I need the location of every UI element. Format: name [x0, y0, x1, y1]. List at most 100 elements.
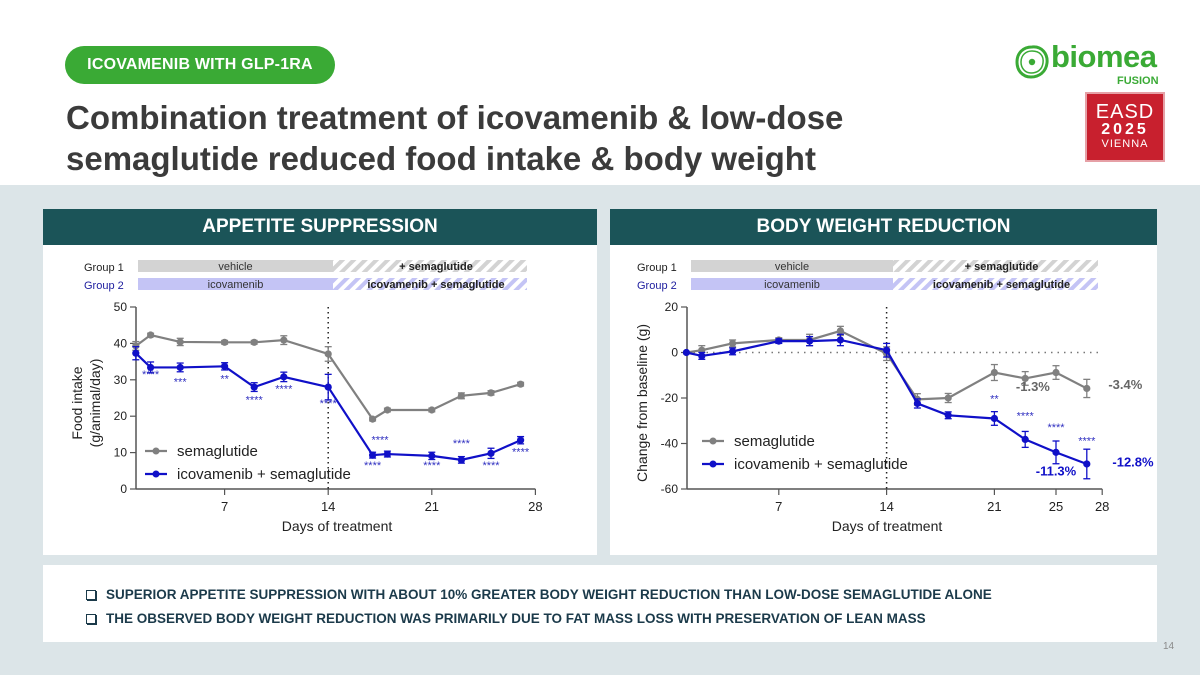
data-point — [517, 380, 525, 388]
y-axis-label: Change from baseline (g) — [634, 324, 650, 482]
x-tick-label: 25 — [1049, 499, 1063, 514]
section-tag: ICOVAMENIB WITH GLP-1RA — [65, 46, 335, 84]
group2-icovamenib-bar — [691, 278, 893, 290]
group1-label: Group 1 — [84, 262, 124, 274]
significance-label: *** — [174, 376, 188, 388]
summary-bullet-2: THE OBSERVED BODY WEIGHT REDUCTION WAS P… — [86, 611, 926, 626]
significance-label: **** — [1078, 436, 1096, 448]
significance-label: ** — [990, 394, 999, 406]
group2-phase2-text: icovamenib + semaglutide — [367, 279, 504, 291]
significance-label: **** — [275, 384, 293, 396]
data-point — [487, 449, 495, 457]
x-tick-label: 28 — [528, 499, 542, 514]
data-point — [369, 415, 377, 423]
y-axis-label: Food intake — [69, 366, 85, 439]
significance-label: **** — [512, 447, 530, 459]
data-point — [1083, 384, 1091, 393]
summary-bullet-2-text: THE OBSERVED BODY WEIGHT REDUCTION WAS P… — [106, 611, 926, 626]
data-point — [280, 336, 288, 344]
group1-vehicle-bar — [138, 260, 333, 272]
x-tick-label: 14 — [879, 499, 893, 514]
easd-city: VIENNA — [1101, 138, 1149, 150]
data-point — [1083, 460, 1091, 468]
y-tick-label: 0 — [120, 482, 127, 496]
data-point — [428, 406, 436, 414]
checkbox-bullet-icon — [86, 613, 96, 624]
significance-label: **** — [364, 460, 382, 472]
group2-label: Group 2 — [637, 280, 677, 292]
summary-box: SUPERIOR APPETITE SUPPRESSION WITH ABOUT… — [43, 565, 1157, 642]
data-point — [990, 368, 999, 377]
data-point — [250, 383, 258, 391]
x-tick-label: 28 — [1095, 499, 1109, 514]
group1-vehicle-bar — [691, 260, 893, 272]
data-point — [176, 338, 184, 346]
data-point — [990, 414, 999, 423]
data-point — [324, 383, 332, 391]
data-point — [1052, 448, 1060, 456]
y-tick-label: 0 — [671, 346, 678, 360]
legend-marker — [709, 437, 717, 445]
page-number: 14 — [1163, 641, 1175, 652]
biomea-cell-icon — [1015, 45, 1049, 79]
logo-subtitle: FUSION — [1117, 75, 1159, 87]
easd-conference-badge: EASD 2025 VIENNA — [1085, 92, 1165, 162]
title-line-1: Combination treatment of icovamenib & lo… — [66, 99, 844, 136]
data-point — [221, 362, 229, 370]
body-weight-panel-header: BODY WEIGHT REDUCTION — [610, 209, 1157, 245]
percent-change-label: -11.3% — [1036, 463, 1077, 478]
data-point — [383, 406, 391, 414]
data-point — [1052, 368, 1060, 377]
y-tick-label: -20 — [661, 391, 679, 405]
data-point — [221, 338, 229, 346]
data-point — [836, 336, 845, 344]
summary-bullet-1-text: SUPERIOR APPETITE SUPPRESSION WITH ABOUT… — [106, 587, 992, 602]
x-tick-label: 7 — [775, 499, 782, 514]
group1-phase2-text: + semaglutide — [965, 261, 1039, 273]
y-tick-label: 50 — [114, 300, 128, 314]
significance-label: **** — [423, 460, 441, 472]
data-point — [428, 452, 436, 460]
title-line-2: semaglutide reduced food intake & body w… — [66, 140, 816, 177]
logo-wordmark: biomea — [1051, 39, 1157, 74]
percent-change-label: -3.4% — [1108, 377, 1142, 392]
y-tick-label: 10 — [114, 446, 128, 460]
data-point — [132, 349, 140, 357]
easd-year: 2025 — [1101, 121, 1149, 138]
group1-label: Group 1 — [637, 262, 677, 274]
legend-label: icovamenib + semaglutide — [734, 456, 908, 473]
legend-marker — [709, 460, 717, 468]
data-point — [729, 347, 737, 355]
significance-label: **** — [320, 398, 338, 410]
significance-label: **** — [371, 435, 389, 447]
data-point — [369, 451, 377, 459]
significance-label: **** — [142, 369, 160, 381]
group2-icovamenib-bar — [138, 278, 333, 290]
data-point — [147, 331, 155, 339]
group1-phase1-text: vehicle — [775, 261, 809, 273]
data-point — [775, 337, 783, 345]
group2-phase1-text: icovamenib — [764, 279, 820, 291]
significance-label: ** — [220, 374, 229, 386]
group2-combo-bar — [333, 278, 527, 290]
group2-combo-bar — [893, 278, 1098, 290]
y-tick-label: 40 — [114, 336, 128, 350]
data-point — [698, 352, 706, 360]
y-tick-label: -40 — [661, 437, 679, 451]
data-point — [176, 363, 184, 372]
x-axis-label: Days of treatment — [832, 518, 943, 534]
y-tick-label: 30 — [114, 373, 128, 387]
food-intake-chart: Group 1 Group 2 vehicle + semaglutide icovam… — [69, 260, 543, 534]
x-tick-label: 14 — [321, 499, 335, 514]
group2-phase2-text: icovamenib + semaglutide — [933, 279, 1070, 291]
y-tick-label: 20 — [114, 409, 128, 423]
x-axis-label: Days of treatment — [282, 518, 393, 534]
data-point — [517, 436, 525, 444]
body-weight-chart: Group 1 Group 2 vehicle + semaglutide icovam… — [634, 260, 1154, 534]
group2-label: Group 2 — [84, 280, 124, 292]
easd-text: EASD — [1095, 101, 1155, 123]
group1-phase1-text: vehicle — [218, 261, 252, 273]
significance-label: **** — [453, 438, 471, 450]
legend-label: icovamenib + semaglutide — [177, 466, 351, 483]
